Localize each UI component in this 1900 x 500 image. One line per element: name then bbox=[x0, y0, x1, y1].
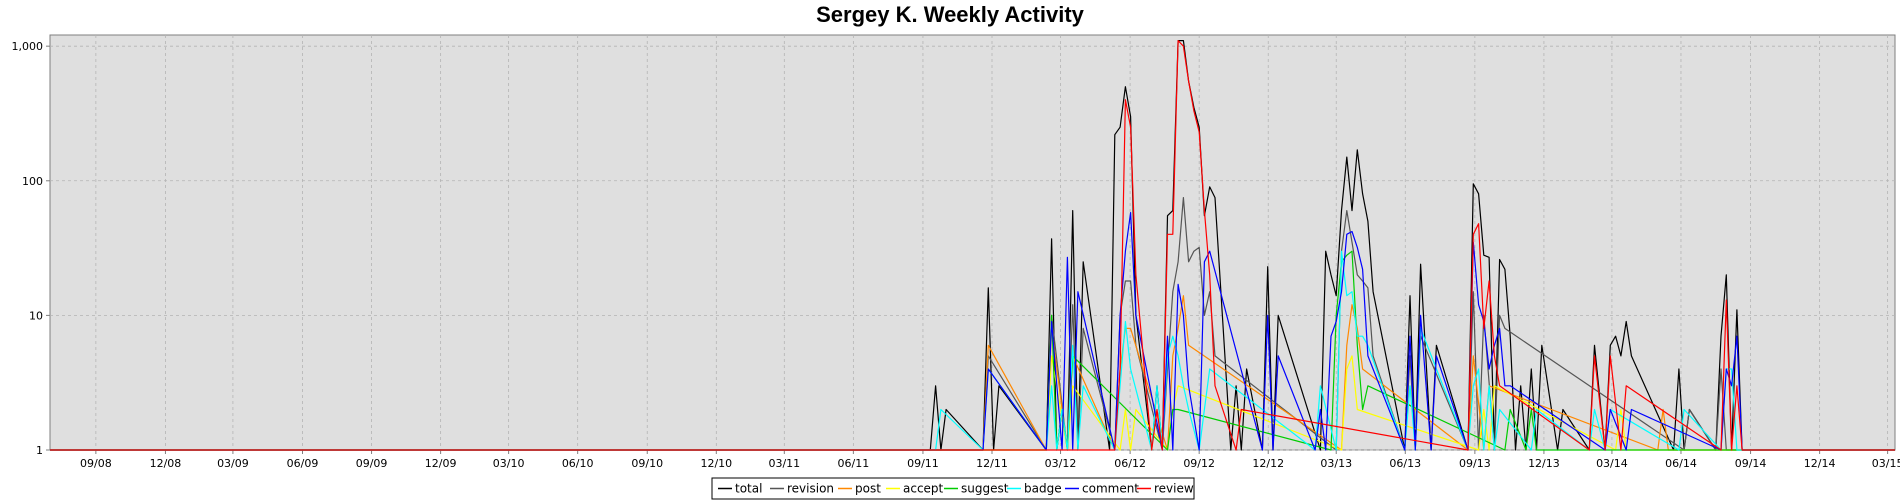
x-axis: 09/08 12/08 03/09 06/09 09/09 12/09 03/10 06/10… bbox=[80, 450, 1900, 470]
x-tick-label: 06/14 bbox=[1665, 457, 1697, 470]
x-tick-label: 12/08 bbox=[150, 457, 182, 470]
x-tick-label: 09/10 bbox=[631, 457, 663, 470]
series-lines bbox=[50, 40, 1895, 451]
x-tick-label: 12/13 bbox=[1528, 457, 1560, 470]
x-tick-label: 03/09 bbox=[217, 457, 249, 470]
x-tick-label: 09/14 bbox=[1735, 457, 1767, 470]
legend-label-badge: badge bbox=[1024, 482, 1062, 496]
y-tick-label: 100 bbox=[22, 175, 43, 188]
x-tick-label: 12/09 bbox=[425, 457, 457, 470]
x-tick-label: 06/09 bbox=[287, 457, 319, 470]
x-tick-label: 12/11 bbox=[976, 457, 1008, 470]
x-tick-label: 12/14 bbox=[1804, 457, 1836, 470]
y-tick-label: 10 bbox=[29, 309, 43, 322]
x-tick-label: 06/10 bbox=[562, 457, 594, 470]
x-tick-label: 03/11 bbox=[768, 457, 800, 470]
x-tick-label: 06/11 bbox=[838, 457, 870, 470]
x-tick-label: 06/12 bbox=[1114, 457, 1146, 470]
x-tick-label: 09/09 bbox=[356, 457, 388, 470]
x-tick-label: 03/15 bbox=[1872, 457, 1900, 470]
legend-label-suggest: suggest bbox=[961, 482, 1009, 496]
x-tick-label: 03/12 bbox=[1045, 457, 1077, 470]
legend-label-post: post bbox=[855, 482, 881, 496]
x-tick-label: 03/13 bbox=[1320, 457, 1352, 470]
x-tick-label: 09/11 bbox=[907, 457, 939, 470]
series-line-review bbox=[50, 40, 1895, 451]
y-tick-label: 1 bbox=[36, 444, 43, 457]
chart-title: Sergey K. Weekly Activity bbox=[816, 2, 1084, 27]
x-tick-label: 12/10 bbox=[700, 457, 732, 470]
legend-label-comment: comment bbox=[1082, 482, 1139, 496]
legend-label-accept: accept bbox=[903, 482, 944, 496]
x-tick-label: 03/14 bbox=[1596, 457, 1628, 470]
y-axis: 1 10 100 1,000 bbox=[12, 40, 50, 457]
x-tick-label: 06/13 bbox=[1389, 457, 1421, 470]
legend-label-revision: revision bbox=[787, 482, 834, 496]
legend: total revision post accept suggest badge comme… bbox=[711, 477, 1195, 500]
plot-background bbox=[49, 34, 1896, 451]
legend-label-total: total bbox=[735, 482, 762, 496]
x-tick-label: 09/12 bbox=[1183, 457, 1215, 470]
y-tick-label: 1,000 bbox=[12, 40, 44, 53]
x-tick-label: 12/12 bbox=[1252, 457, 1284, 470]
x-tick-label: 09/13 bbox=[1459, 457, 1491, 470]
x-tick-label: 09/08 bbox=[80, 457, 112, 470]
legend-label-review: review bbox=[1154, 482, 1194, 496]
x-tick-label: 03/10 bbox=[493, 457, 525, 470]
